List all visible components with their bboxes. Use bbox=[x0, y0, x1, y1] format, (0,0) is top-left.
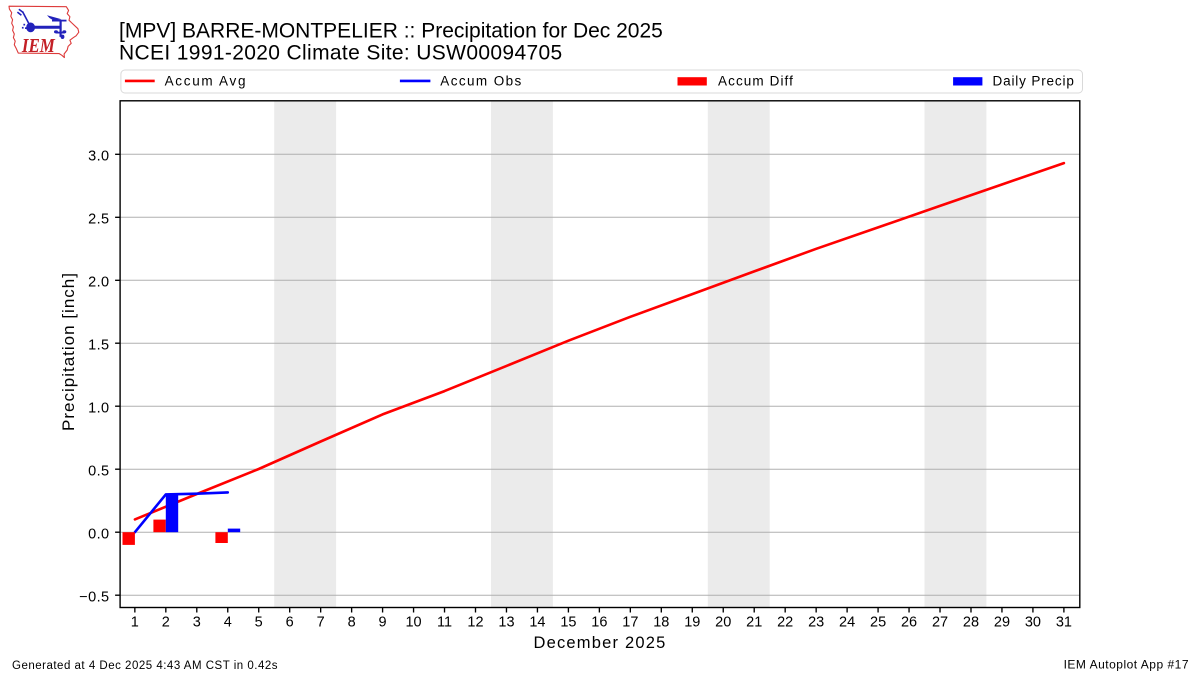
svg-text:Accum Obs: Accum Obs bbox=[440, 74, 522, 89]
svg-text:10: 10 bbox=[405, 615, 421, 631]
svg-text:9: 9 bbox=[379, 615, 387, 631]
svg-text:18: 18 bbox=[653, 615, 669, 631]
svg-text:28: 28 bbox=[963, 615, 979, 631]
svg-text:13: 13 bbox=[498, 615, 514, 631]
svg-text:27: 27 bbox=[932, 615, 948, 631]
svg-text:14: 14 bbox=[529, 615, 545, 631]
svg-text:Daily Precip: Daily Precip bbox=[993, 74, 1075, 89]
svg-text:12: 12 bbox=[467, 615, 483, 631]
svg-text:21: 21 bbox=[746, 615, 762, 631]
svg-text:2.5: 2.5 bbox=[88, 212, 109, 228]
svg-text:December 2025: December 2025 bbox=[533, 634, 666, 652]
svg-text:6: 6 bbox=[286, 615, 294, 631]
svg-text:[MPV] BARRE-MONTPELIER :: Prec: [MPV] BARRE-MONTPELIER :: Precipitation … bbox=[119, 20, 663, 43]
svg-text:29: 29 bbox=[994, 615, 1010, 631]
svg-text:8: 8 bbox=[348, 615, 356, 631]
svg-text:Accum Diff: Accum Diff bbox=[718, 74, 794, 89]
svg-text:0.0: 0.0 bbox=[88, 526, 109, 542]
svg-text:5: 5 bbox=[255, 615, 263, 631]
svg-text:17: 17 bbox=[622, 615, 638, 631]
svg-text:15: 15 bbox=[560, 615, 576, 631]
svg-text:22: 22 bbox=[777, 615, 793, 631]
svg-text:30: 30 bbox=[1025, 615, 1041, 631]
svg-text:0.5: 0.5 bbox=[88, 463, 109, 479]
svg-text:1.5: 1.5 bbox=[88, 337, 109, 353]
svg-text:IEM Autoplot App #17: IEM Autoplot App #17 bbox=[1064, 657, 1189, 671]
svg-text:Generated at 4 Dec 2025 4:43 A: Generated at 4 Dec 2025 4:43 AM CST in 0… bbox=[12, 660, 278, 672]
svg-text:3: 3 bbox=[193, 615, 201, 631]
svg-text:2: 2 bbox=[162, 615, 170, 631]
svg-text:1: 1 bbox=[131, 615, 139, 631]
svg-text:19: 19 bbox=[684, 615, 700, 631]
svg-text:26: 26 bbox=[901, 615, 917, 631]
svg-text:23: 23 bbox=[808, 615, 824, 631]
svg-text:20: 20 bbox=[715, 615, 731, 631]
svg-text:7: 7 bbox=[317, 615, 325, 631]
svg-text:IEM: IEM bbox=[21, 35, 55, 57]
svg-text:25: 25 bbox=[870, 615, 886, 631]
svg-text:Precipitation [inch]: Precipitation [inch] bbox=[59, 272, 78, 431]
svg-text:4: 4 bbox=[224, 615, 232, 631]
svg-text:Accum Avg: Accum Avg bbox=[165, 74, 248, 89]
svg-text:11: 11 bbox=[437, 615, 452, 631]
svg-text:2.0: 2.0 bbox=[88, 275, 109, 291]
svg-text:24: 24 bbox=[839, 615, 855, 631]
svg-text:1.0: 1.0 bbox=[88, 400, 109, 416]
svg-text:16: 16 bbox=[591, 615, 607, 631]
svg-text:31: 31 bbox=[1056, 615, 1072, 631]
svg-text:NCEI 1991-2020 Climate Site: U: NCEI 1991-2020 Climate Site: USW00094705 bbox=[119, 42, 563, 65]
svg-text:−0.5: −0.5 bbox=[79, 589, 109, 605]
svg-text:3.0: 3.0 bbox=[88, 149, 109, 165]
